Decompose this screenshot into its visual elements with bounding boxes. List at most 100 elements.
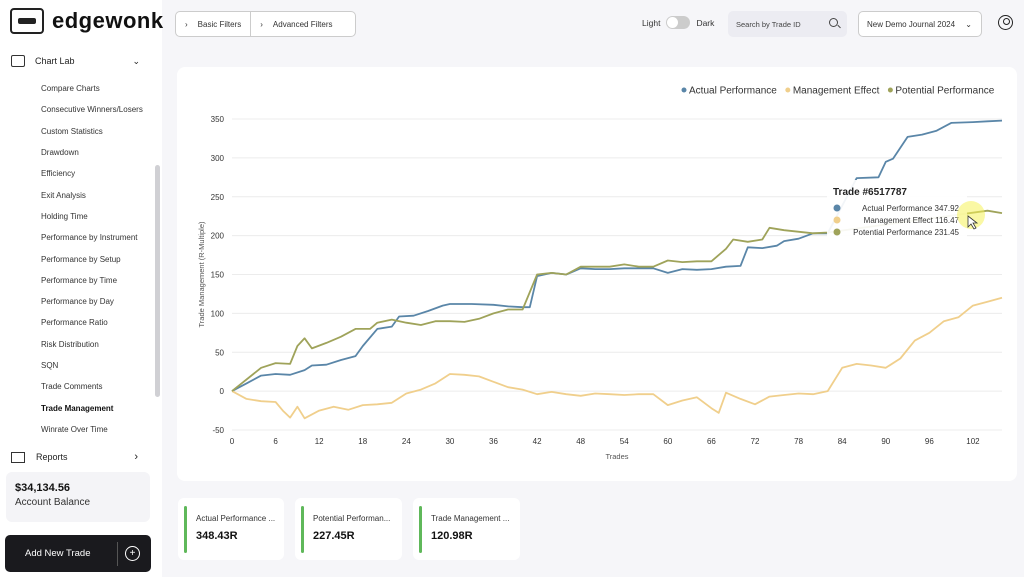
y-axis-title: Trade Management (R-Multiple) xyxy=(197,221,206,328)
trade-management-chart[interactable]: -50 0 50 100 150 200 250 300 350 0 6 12 18 24 30 36 42 4… xyxy=(177,67,1017,481)
hover-highlight xyxy=(957,201,985,229)
sidebar-item[interactable]: Performance by Day xyxy=(41,297,114,307)
sidebar-item[interactable]: Efficiency xyxy=(41,169,76,179)
sidebar-item[interactable]: Exit Analysis xyxy=(41,190,86,200)
legend-swatch xyxy=(681,87,687,93)
legend-swatch xyxy=(785,87,791,93)
reports-icon xyxy=(11,451,25,463)
sidebar-item[interactable]: SQN xyxy=(41,361,59,370)
advanced-filters-label: Advanced Filters xyxy=(272,19,333,29)
y-tick-label: 200 xyxy=(211,232,225,241)
journal-select[interactable]: New Demo Journal 2024 ⌄ xyxy=(858,11,982,37)
sidebar-item[interactable]: Compare Charts xyxy=(41,84,100,94)
stat-value: 120.98R xyxy=(431,530,473,542)
stat-label: Trade Management ... xyxy=(431,514,510,523)
theme-dark-label: Dark xyxy=(696,17,715,28)
legend-entry[interactable]: Potential Performance xyxy=(895,86,994,97)
stat-accent-bar xyxy=(301,506,304,553)
x-tick-label: 96 xyxy=(925,437,934,446)
cursor-icon xyxy=(967,215,979,230)
stat-value: 348.43R xyxy=(196,530,238,542)
chart-legend: Actual Performance Management Effect Poten… xyxy=(681,86,995,97)
sidebar-item[interactable]: Risk Distribution xyxy=(41,339,99,349)
stat-card-trade-management: Trade Management ... 120.98R xyxy=(413,498,520,560)
x-tick-label: 12 xyxy=(315,437,324,446)
sidebar-item[interactable]: Performance by Instrument xyxy=(41,233,138,243)
x-tick-label: 60 xyxy=(663,437,672,446)
x-tick-label: 78 xyxy=(794,437,803,446)
search-icon[interactable] xyxy=(829,18,838,27)
stat-accent-bar xyxy=(419,506,422,553)
sidebar-item[interactable]: Trade Comments xyxy=(41,382,103,392)
sidebar-item[interactable]: Performance by Setup xyxy=(41,254,121,264)
series-line[interactable] xyxy=(231,119,1003,392)
y-tick-label: 50 xyxy=(215,348,224,357)
add-circle-icon: + xyxy=(125,546,140,561)
add-new-trade-button[interactable]: Add New Trade + xyxy=(5,535,151,572)
basic-filters-button[interactable]: › Basic Filters xyxy=(176,12,250,36)
filter-group: › Basic Filters › Advanced Filters xyxy=(175,11,356,37)
journal-select-value: New Demo Journal 2024 xyxy=(867,19,956,29)
tooltip-line: Potential Performance 231.45 xyxy=(853,228,959,237)
x-axis-ticks: 0 6 12 18 24 30 36 42 48 54 60 66 72 78 84 90 96 102 xyxy=(230,437,980,446)
sidebar-section-chart-lab[interactable]: Chart Lab ⌄ xyxy=(0,52,160,70)
y-tick-label: 100 xyxy=(211,309,225,318)
chevron-down-icon: ⌄ xyxy=(965,19,972,29)
series-line[interactable] xyxy=(231,296,1003,420)
sidebar-item[interactable]: Drawdown xyxy=(41,148,79,158)
advanced-filters-button[interactable]: › Advanced Filters xyxy=(250,12,341,36)
sidebar-item[interactable]: Performance by Time xyxy=(41,275,118,285)
x-tick-label: 66 xyxy=(707,437,716,446)
y-tick-label: 350 xyxy=(211,115,225,124)
stat-card-actual-performance: Actual Performance ... 348.43R xyxy=(178,498,284,560)
trade-management-chart-card: -50 0 50 100 150 200 250 300 350 0 6 12 18 24 30 36 42 4… xyxy=(177,67,1017,481)
tooltip-title: Trade #6517787 xyxy=(833,187,907,198)
tooltip-line: Actual Performance 347.92 xyxy=(862,204,959,213)
x-tick-label: 24 xyxy=(402,437,411,446)
logo[interactable]: edgewonk xyxy=(10,8,164,34)
sidebar-item[interactable]: Holding Time xyxy=(41,211,88,221)
chevron-down-icon: ⌄ xyxy=(132,55,140,66)
sidebar-item[interactable]: Custom Statistics xyxy=(41,126,103,136)
sidebar-item[interactable]: Winrate Over Time xyxy=(41,424,108,434)
x-tick-label: 0 xyxy=(230,437,235,446)
legend-entry[interactable]: Actual Performance xyxy=(689,86,777,97)
theme-switch[interactable] xyxy=(666,16,691,29)
x-axis-title: Trades xyxy=(605,452,628,461)
account-balance-card: $34,134.56 Account Balance xyxy=(6,472,150,522)
sidebar-section-reports[interactable]: Reports › xyxy=(0,448,160,466)
chart-tooltip: Trade #6517787 Actual Performance 347.92 M… xyxy=(827,180,985,242)
legend-swatch xyxy=(887,87,893,93)
sidebar-section-label: Chart Lab xyxy=(35,56,75,66)
sidebar-scrollbar[interactable] xyxy=(155,165,160,397)
sidebar-item-trade-management[interactable]: Trade Management xyxy=(41,403,114,413)
x-tick-label: 6 xyxy=(273,437,278,446)
sidebar-item[interactable]: Consecutive Winners/Losers xyxy=(41,105,143,115)
search-input[interactable] xyxy=(736,19,828,29)
tooltip-line: Management Effect 116.47 xyxy=(864,216,960,225)
y-tick-label: 250 xyxy=(211,193,225,202)
x-tick-label: 42 xyxy=(533,437,542,446)
series-line[interactable] xyxy=(231,209,1003,392)
chart-lab-menu: Compare Charts Consecutive Winners/Loser… xyxy=(41,78,143,440)
sidebar-item[interactable]: Performance Ratio xyxy=(41,318,108,328)
x-tick-label: 90 xyxy=(881,437,890,446)
chart-grid xyxy=(232,118,1002,431)
x-tick-label: 72 xyxy=(751,437,760,446)
x-tick-label: 102 xyxy=(966,437,980,446)
stat-label: Actual Performance ... xyxy=(196,514,276,523)
chevron-right-icon: › xyxy=(185,19,188,29)
sidebar-section-label: Reports xyxy=(36,452,68,462)
tooltip-box xyxy=(827,180,967,242)
y-axis-ticks: -50 0 50 100 150 200 250 300 350 xyxy=(211,115,225,435)
user-account-icon[interactable] xyxy=(998,15,1013,30)
y-tick-label: 300 xyxy=(211,154,225,163)
tooltip-swatch xyxy=(833,204,841,212)
stat-value: 227.45R xyxy=(313,530,355,542)
chevron-right-icon: › xyxy=(260,19,263,29)
legend-entry[interactable]: Management Effect xyxy=(793,86,880,97)
tooltip-swatch xyxy=(833,216,841,224)
stat-label: Potential Performan... xyxy=(313,514,391,523)
logo-text: edgewonk xyxy=(52,8,164,33)
divider xyxy=(117,541,118,566)
